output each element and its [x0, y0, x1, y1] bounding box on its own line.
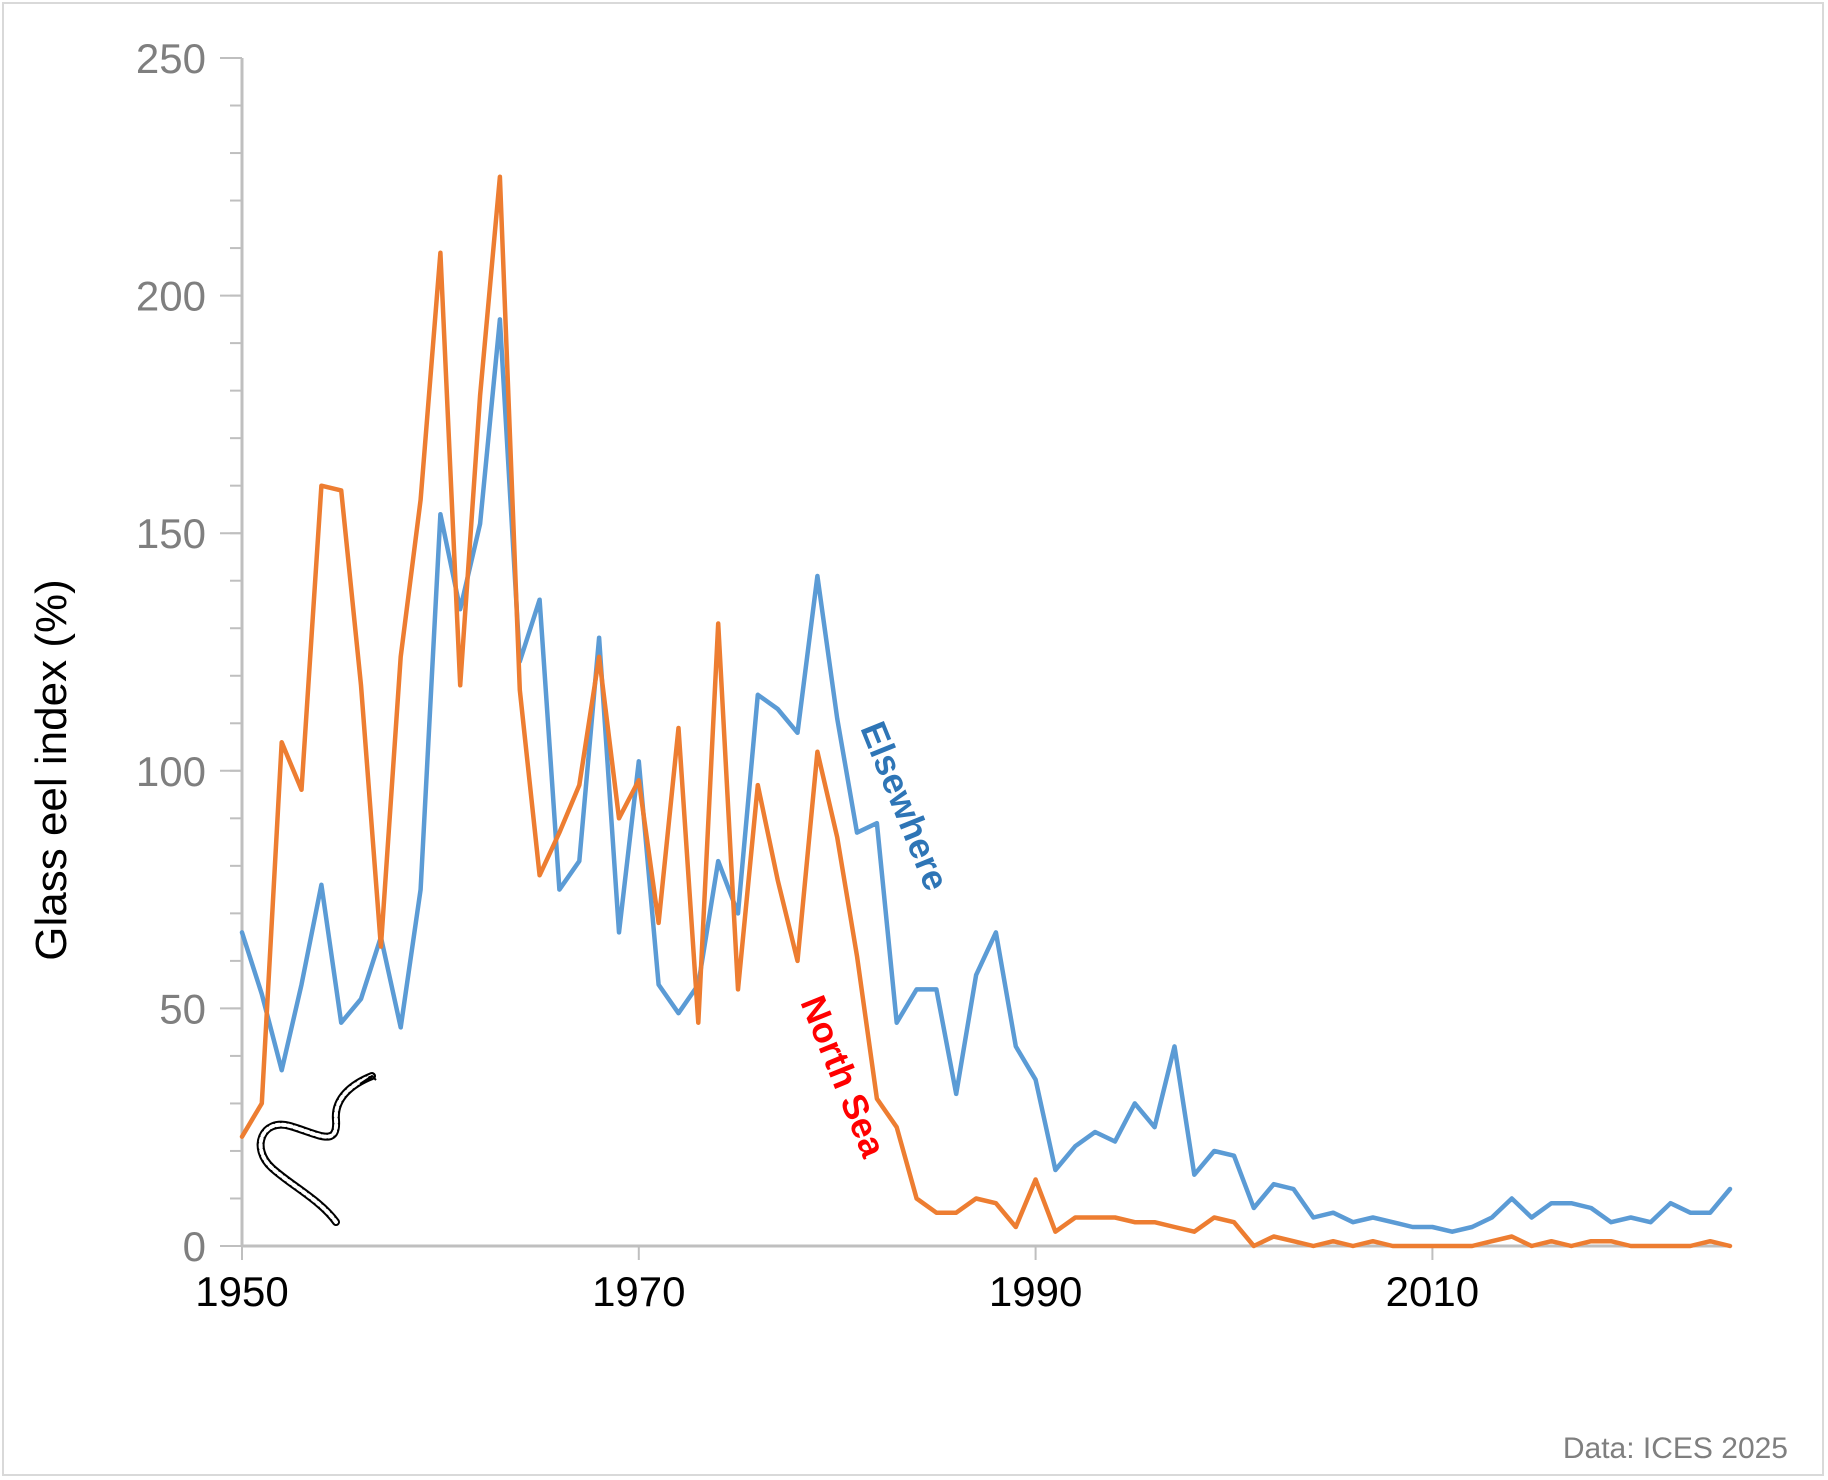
series-points-elsewhere [240, 317, 1732, 1233]
series-line-north-sea [239, 174, 1733, 1249]
data-source: Data: ICES 2025 [1563, 1432, 1788, 1465]
series-label-elsewhere: Elsewhere [853, 716, 958, 896]
x-tick-label: 1970 [592, 1268, 685, 1315]
y-tick-label: 250 [136, 35, 206, 82]
x-tick-label: 1990 [989, 1268, 1082, 1315]
y-tick-label: 200 [136, 273, 206, 320]
y-tick-label: 150 [136, 510, 206, 557]
axes: 0 50 100 150 200 250 1950 1970 1990 2010 [136, 35, 1730, 1315]
y-tick-label: 0 [183, 1223, 206, 1270]
eel-icon [256, 1072, 377, 1226]
x-tick-label: 2010 [1386, 1268, 1479, 1315]
y-axis-label: Glass eel index (%) [27, 579, 76, 960]
series-line-elsewhere [239, 317, 1733, 1234]
series-points-north-sea [240, 175, 1732, 1248]
series-label-north-sea: North Sea [793, 990, 895, 1164]
y-tick-label: 50 [159, 985, 206, 1032]
plot-area [239, 174, 1733, 1249]
y-tick-label: 100 [136, 748, 206, 795]
x-tick-label: 1950 [195, 1268, 288, 1315]
